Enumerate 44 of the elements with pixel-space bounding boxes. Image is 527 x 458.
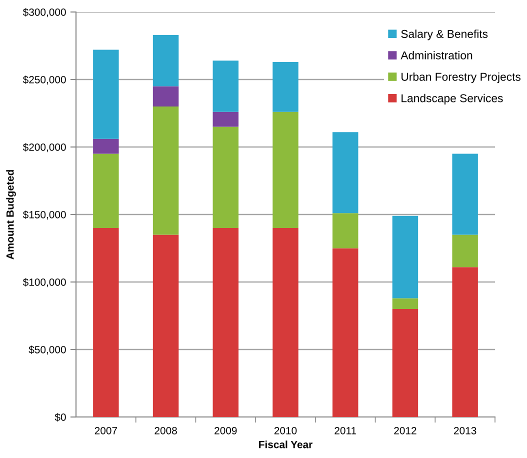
bar (452, 154, 478, 235)
legend-label: Landscape Services (402, 94, 503, 105)
bar (212, 228, 239, 417)
bar (93, 154, 119, 228)
y-axis-title: Amount Budgeted (6, 170, 16, 260)
bar (93, 228, 119, 417)
x-axis-title: Fiscal Year (259, 440, 312, 448)
bar (93, 138, 119, 154)
x-tick-label: 2013 (454, 426, 476, 434)
bar (272, 112, 298, 228)
x-tick-label: 2009 (214, 426, 237, 434)
bar (152, 106, 179, 235)
bar (212, 126, 239, 228)
bar (392, 216, 418, 298)
x-tick-label: 2010 (274, 426, 297, 434)
bar (452, 267, 478, 417)
bar (272, 62, 298, 112)
y-tick-label: $50,000 (28, 346, 66, 355)
x-tick-label: 2011 (334, 426, 356, 434)
y-tick-label: $250,000 (22, 76, 66, 85)
y-tick-label: $200,000 (22, 143, 66, 152)
x-tick-label: 2012 (394, 426, 416, 434)
legend-label: Urban Forestry Projects (402, 72, 521, 84)
bar (332, 213, 358, 248)
bar (152, 86, 179, 106)
legend-label: Administration (400, 51, 472, 60)
legend-label: Salary & Benefits (401, 30, 488, 40)
bar (452, 234, 478, 268)
bar (332, 132, 358, 214)
y-tick-label: $150,000 (22, 210, 66, 220)
bar (152, 234, 179, 417)
x-tick-label: 2007 (94, 426, 117, 434)
x-tick-label: 2008 (154, 426, 177, 434)
bar (152, 34, 179, 86)
y-tick-label: $300,000 (22, 8, 66, 18)
bar (392, 309, 418, 417)
bar (93, 50, 119, 139)
bar (212, 60, 239, 112)
bar (332, 248, 358, 417)
y-tick-label: $100,000 (22, 278, 66, 288)
bar (272, 228, 298, 417)
bar (212, 112, 239, 127)
y-tick-label: $0 (54, 413, 66, 422)
bar (392, 298, 418, 309)
